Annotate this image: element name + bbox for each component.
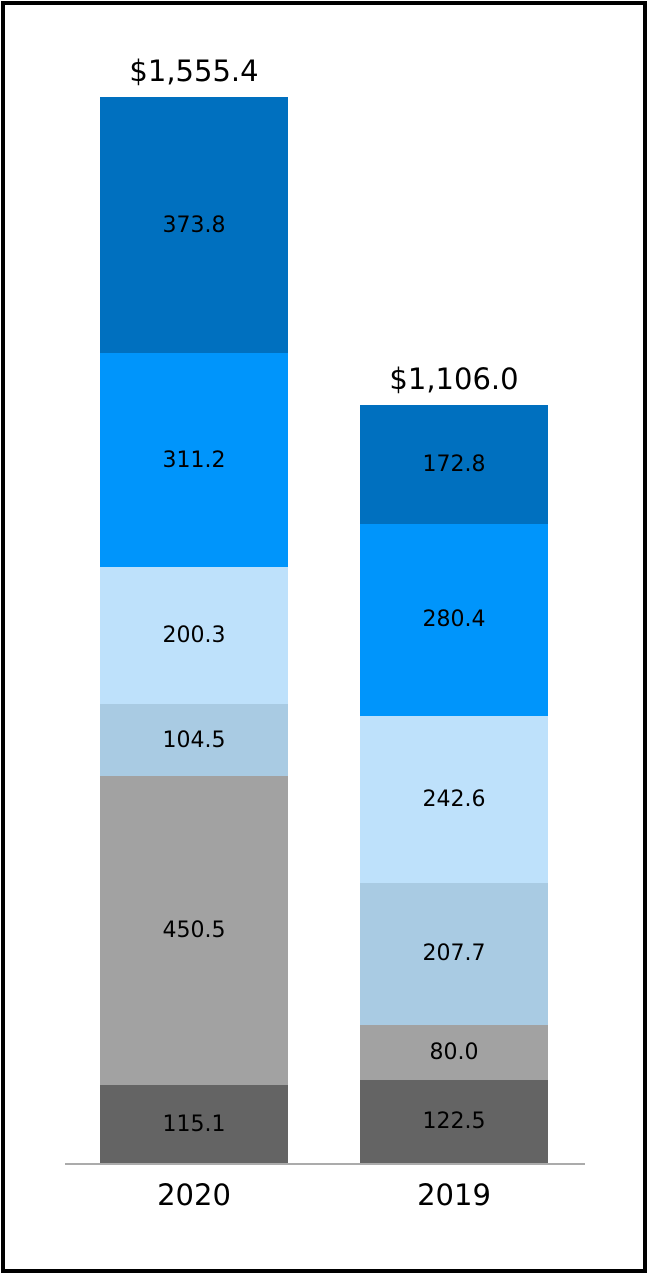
segment-label: 122.5: [422, 1109, 486, 1135]
stacked-bar-2020: 373.8 311.2 200.3 104.5 450.5 115.1: [100, 97, 288, 1164]
bar-segment: 104.5: [100, 704, 288, 776]
bar-segment: 450.5: [100, 775, 288, 1085]
total-label-2020: $1,555.4: [129, 54, 259, 88]
x-tick-label-2019: 2019: [417, 1178, 491, 1212]
segment-label: 280.4: [422, 607, 486, 633]
bar-segment: 373.8: [100, 97, 288, 354]
bar-segment: 115.1: [100, 1084, 288, 1164]
segment-label: 242.6: [422, 786, 486, 812]
bar-segment: 172.8: [360, 405, 548, 524]
bar-segment: 207.7: [360, 882, 548, 1026]
segment-label: 80.0: [429, 1039, 479, 1065]
segment-label: 450.5: [162, 917, 226, 943]
segment-label: 200.3: [162, 623, 226, 649]
bar-segment: 242.6: [360, 716, 548, 883]
bar-segment: 80.0: [360, 1025, 548, 1080]
segment-label: 373.8: [162, 212, 226, 238]
x-axis-line: [65, 1163, 585, 1165]
bar-segment: 280.4: [360, 523, 548, 717]
bar-segment: 311.2: [100, 353, 288, 567]
bar-segment: 200.3: [100, 566, 288, 705]
segment-label: 115.1: [162, 1111, 226, 1137]
bar-segment: 122.5: [360, 1079, 548, 1164]
segment-label: 104.5: [162, 727, 226, 753]
segment-label: 207.7: [422, 941, 486, 967]
x-tick-label-2020: 2020: [157, 1178, 231, 1212]
stacked-bar-2019: 172.8 280.4 242.6 207.7 80.0 122.5: [360, 405, 548, 1164]
segment-label: 172.8: [422, 452, 486, 478]
total-label-2019: $1,106.0: [389, 362, 519, 396]
segment-label: 311.2: [162, 447, 226, 473]
